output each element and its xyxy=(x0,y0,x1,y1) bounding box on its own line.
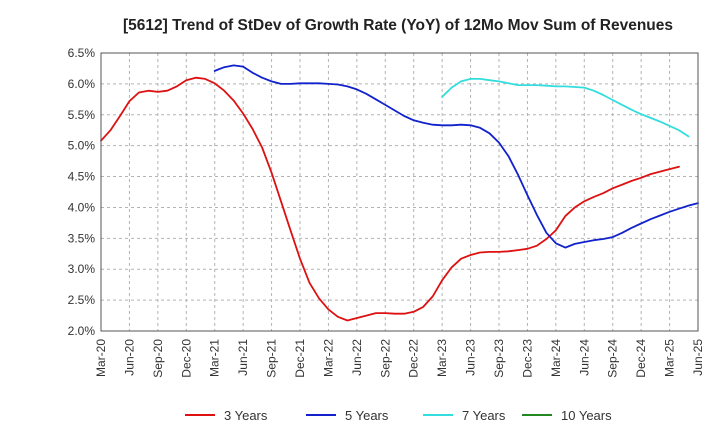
y-axis-ticks: 2.0% 2.5% 3.0% 3.5% 4.0% 4.5% 5.0% 5.5% 6.0% 6.5% xyxy=(68,46,96,338)
x-axis-ticks: Mar-20 Jun-20 Sep-20 Dec-20 Mar-21 Jun-21 Sep-… xyxy=(94,339,705,378)
x-tick-label: Dec-21 xyxy=(293,339,307,378)
legend-label-5-years: 5 Years xyxy=(345,408,389,423)
y-tick-label: 3.5% xyxy=(68,231,96,245)
x-tick-label: Mar-23 xyxy=(435,339,449,377)
x-tick-label: Jun-21 xyxy=(236,339,250,376)
x-tick-label: Sep-23 xyxy=(492,339,506,378)
series-line-7-years xyxy=(441,78,690,138)
x-tick-label: Mar-22 xyxy=(321,339,335,377)
axes xyxy=(100,52,699,332)
x-tick-label: Sep-20 xyxy=(151,339,165,378)
legend-label-7-years: 7 Years xyxy=(462,408,506,423)
x-tick-label: Jun-20 xyxy=(122,339,136,376)
x-tick-label: Jun-25 xyxy=(691,339,705,376)
x-tick-label: Jun-23 xyxy=(464,339,478,376)
y-tick-label: 2.5% xyxy=(68,293,96,307)
x-tick-label: Mar-24 xyxy=(549,339,563,377)
x-tick-label: Mar-21 xyxy=(208,339,222,377)
plot-background xyxy=(101,53,698,331)
y-tick-label: 5.5% xyxy=(68,108,96,122)
plot-area xyxy=(101,53,698,331)
x-tick-label: Mar-20 xyxy=(94,339,108,377)
y-tick-label: 5.0% xyxy=(68,139,96,153)
x-tick-label: Jun-22 xyxy=(350,339,364,376)
chart-title: [5612] Trend of StDev of Growth Rate (Yo… xyxy=(123,17,673,34)
y-tick-label: 6.0% xyxy=(68,77,96,91)
x-tick-label: Sep-21 xyxy=(265,339,279,378)
legend-label-10-years: 10 Years xyxy=(561,408,612,423)
series-layer xyxy=(100,64,699,322)
series-line-5-years xyxy=(213,64,699,249)
y-tick-label: 4.5% xyxy=(68,170,96,184)
plot-frame xyxy=(100,52,699,332)
y-tick-label: 4.0% xyxy=(68,200,96,214)
legend: 3 Years 5 Years 7 Years 10 Years xyxy=(185,408,612,423)
x-tick-label: Dec-22 xyxy=(407,339,421,378)
x-tick-label: Sep-24 xyxy=(606,339,620,378)
x-tick-label: Sep-22 xyxy=(378,339,392,378)
x-tick-label: Mar-25 xyxy=(663,339,677,377)
x-tick-label: Dec-24 xyxy=(634,339,648,378)
y-tick-label: 6.5% xyxy=(68,46,96,60)
y-tick-label: 3.0% xyxy=(68,262,96,276)
y-tick-label: 2.0% xyxy=(68,324,96,338)
series-line-3-years xyxy=(100,76,680,322)
grid-lines xyxy=(100,52,699,332)
x-tick-label: Dec-23 xyxy=(520,339,534,378)
legend-label-3-years: 3 Years xyxy=(224,408,268,423)
x-tick-label: Jun-24 xyxy=(577,339,591,376)
x-tick-label: Dec-20 xyxy=(179,339,193,378)
